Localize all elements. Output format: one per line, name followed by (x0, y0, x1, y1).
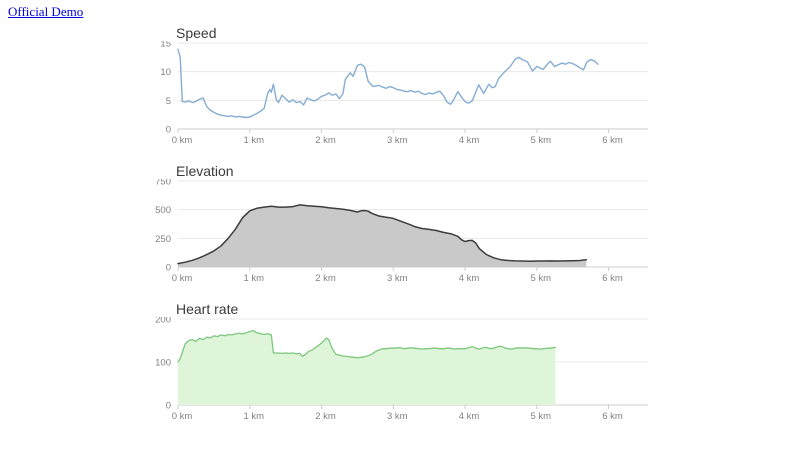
x-tick-label: 0 km (172, 411, 193, 421)
elevation-chart-section: Elevation 0 250 500 750 0 km 1 km 2 km 3 km 4 km… (154, 163, 654, 283)
x-tick-label: 0 km (172, 273, 193, 283)
x-tick-label: 4 km (459, 273, 480, 283)
y-tick-label: 500 (155, 205, 171, 216)
y-tick-label: 5 (166, 96, 171, 107)
x-tick-label: 3 km (387, 135, 408, 145)
elevation-chart-plot[interactable]: 0 250 500 750 0 km 1 km 2 km 3 km 4 km 5 km 6 km (154, 179, 654, 283)
x-tick-label: 3 km (387, 411, 408, 421)
y-tick-label: 0 (166, 263, 171, 274)
x-tick-label: 2 km (315, 273, 336, 283)
x-tick-label: 2 km (315, 135, 336, 145)
x-tick-label: 1 km (243, 411, 264, 421)
official-demo-link[interactable]: Official Demo (8, 4, 84, 19)
x-tick-label: 4 km (459, 135, 480, 145)
x-tick-label: 5 km (530, 273, 551, 283)
y-tick-label: 100 (155, 358, 171, 369)
heart-rate-chart-section: Heart rate 0 100 200 0 km 1 km 2 km 3 km 4 km 5 … (154, 301, 654, 421)
y-tick-label: 200 (155, 317, 171, 326)
x-tick-label: 1 km (243, 273, 264, 283)
series-line (177, 204, 588, 265)
y-tick-label: 250 (155, 234, 171, 245)
y-tick-label: 750 (155, 179, 171, 188)
x-tick-label: 5 km (530, 135, 551, 145)
heart-rate-chart-plot[interactable]: 0 100 200 0 km 1 km 2 km 3 km 4 km 5 km 6 km (154, 317, 654, 421)
elevation-chart-title: Elevation (176, 163, 234, 179)
series-area (178, 204, 587, 267)
series-line (177, 329, 557, 363)
x-tick-label: 6 km (602, 411, 623, 421)
x-tick-label: 6 km (602, 135, 623, 145)
heart-rate-chart-title: Heart rate (176, 301, 239, 317)
x-tick-label: 1 km (243, 135, 264, 145)
x-tick-label: 0 km (172, 135, 193, 145)
y-tick-label: 15 (160, 41, 171, 50)
x-tick-label: 3 km (387, 273, 408, 283)
series-line (177, 48, 599, 119)
charts-container: Speed 0 5 10 15 0 km 1 km 2 km 3 km 4 km 5 km 6 km… (154, 25, 654, 439)
series-area (178, 330, 556, 405)
y-tick-label: 0 (166, 401, 171, 412)
x-tick-label: 6 km (602, 273, 623, 283)
y-tick-label: 0 (166, 125, 171, 136)
speed-chart-title: Speed (176, 25, 217, 41)
speed-chart-section: Speed 0 5 10 15 0 km 1 km 2 km 3 km 4 km 5 km 6 km (154, 25, 654, 145)
y-tick-label: 10 (160, 67, 171, 78)
x-tick-label: 4 km (459, 411, 480, 421)
speed-chart-plot[interactable]: 0 5 10 15 0 km 1 km 2 km 3 km 4 km 5 km 6 km (154, 41, 654, 145)
x-tick-label: 2 km (315, 411, 336, 421)
x-tick-label: 5 km (530, 411, 551, 421)
